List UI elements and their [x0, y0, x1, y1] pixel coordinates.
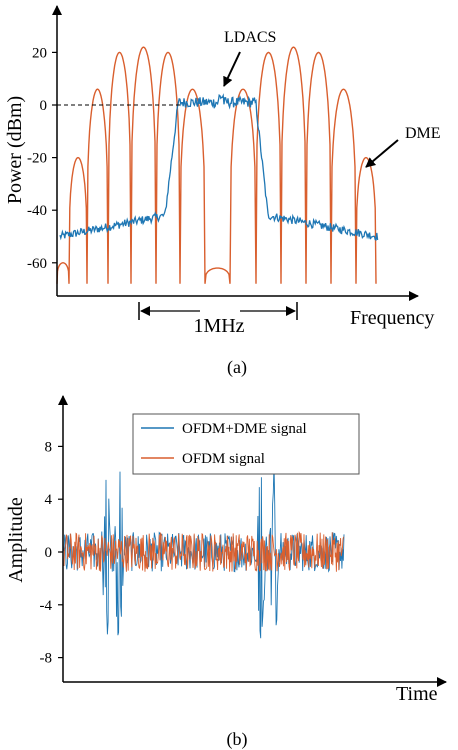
panel-b-y-ticks: 8 4 0 -4 -8 — [40, 439, 63, 667]
ldacs-annotation: LDACS — [224, 29, 276, 46]
panel-a: 200-20-40-60 Power (dBm) Frequency 1MHz … — [4, 5, 441, 378]
bandwidth-label: 1MHz — [193, 315, 244, 337]
panel-a-caption: (a) — [227, 357, 247, 378]
dme-spectrum-line — [56, 46, 377, 284]
panel-a-y-label: Power (dBm) — [4, 96, 26, 204]
panel-a-data — [56, 46, 379, 284]
y-tick-label: 0 — [40, 98, 48, 114]
panel-a-x-label: Frequency — [350, 307, 434, 329]
y-tick-label: 8 — [45, 439, 53, 455]
ldacs-spectrum-line — [59, 93, 379, 241]
panel-b: 8 4 0 -4 -8 Amplitude Time OFDM+DME signal O… — [5, 395, 447, 750]
y-tick-label: 0 — [45, 545, 53, 561]
y-tick-label: -40 — [27, 203, 47, 219]
panel-b-caption: (b) — [227, 729, 248, 750]
panel-a-y-ticks: 20 0 -20 -40 -60 — [27, 45, 57, 272]
legend-box — [132, 413, 360, 475]
y-tick-label: -4 — [40, 598, 53, 614]
y-tick-label: -20 — [27, 151, 47, 167]
y-tick-label: -8 — [40, 651, 53, 667]
panel-b-x-label: Time — [396, 683, 438, 705]
y-tick-label: 20 — [32, 45, 47, 61]
dme-annotation: DME — [405, 125, 441, 142]
legend-label-ofdm: OFDM signal — [182, 451, 265, 467]
panel-b-y-label: Amplitude — [5, 497, 27, 583]
ldacs-arrow — [223, 51, 241, 87]
panel-b-legend: OFDM+DME signal OFDM signal — [132, 413, 360, 475]
legend-label-ofdm-dme: OFDM+DME signal — [182, 421, 307, 437]
dme-arrow — [365, 139, 399, 168]
y-tick-label: 4 — [45, 492, 53, 508]
panel-b-data — [63, 462, 345, 639]
y-tick-label: -60 — [27, 256, 47, 272]
ofdm-signal-line — [63, 530, 345, 572]
